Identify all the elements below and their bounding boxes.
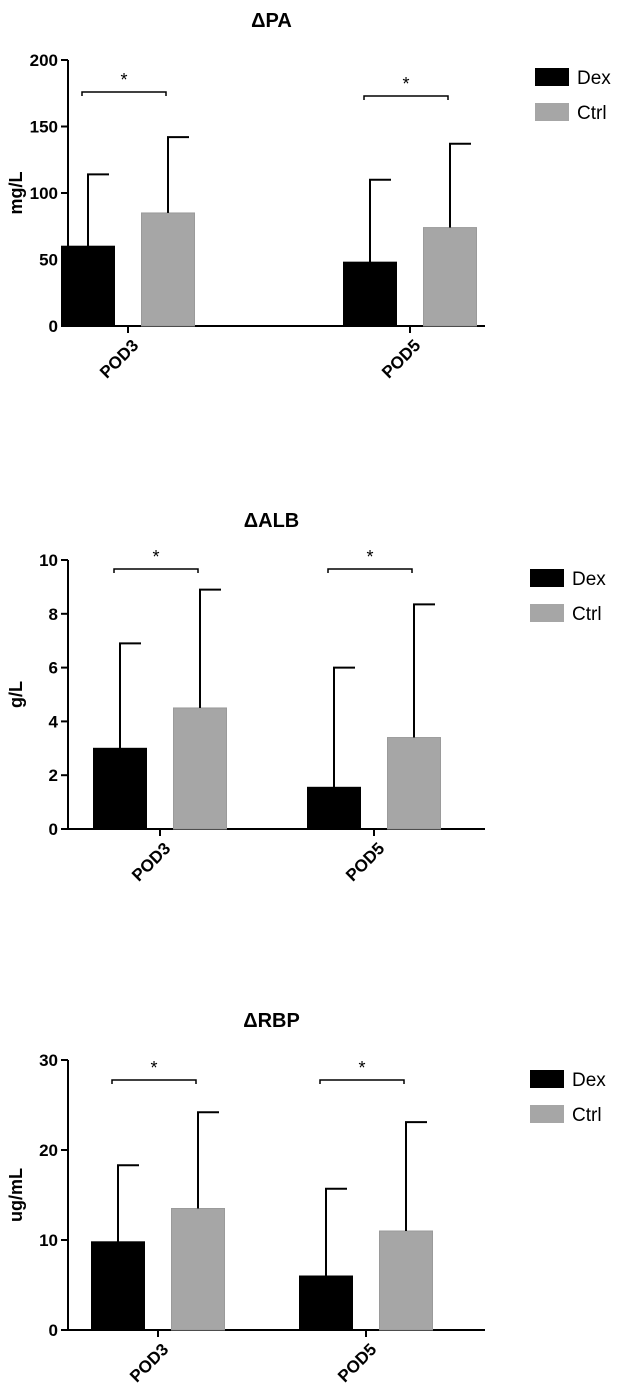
bar-dex-pod5: [299, 1275, 353, 1331]
y-tick-label: 150: [30, 118, 58, 137]
significance-bracket: [363, 95, 449, 100]
significance-mark: *: [120, 70, 127, 90]
y-axis-label: ug/mL: [6, 1168, 26, 1222]
legend-label-ctrl: Ctrl: [572, 604, 602, 625]
y-tick-label: 10: [39, 1231, 58, 1250]
legend-label-dex: Dex: [577, 68, 611, 89]
legend-label-dex: Dex: [572, 1070, 606, 1091]
y-axis-label: mg/L: [6, 171, 26, 214]
y-axis-label: g/L: [6, 681, 26, 708]
legend-swatch-ctrl: [530, 604, 564, 622]
x-tick-label: POD5: [378, 336, 424, 382]
legend-swatch-dex: [535, 68, 569, 86]
chart-panel-2: ΔRBP ug/mL 0 10 20 30 POD3 * POD5 * Dex Ctrl: [6, 1010, 606, 1386]
significance-mark: *: [358, 1058, 365, 1078]
y-tick-label: 8: [49, 605, 58, 624]
bar-dex-pod5: [343, 261, 397, 327]
bar-dex-pod3: [61, 245, 115, 327]
significance-mark: *: [366, 547, 373, 567]
x-tick-label: POD3: [96, 336, 142, 382]
legend-swatch-dex: [530, 1070, 564, 1088]
legend-label-ctrl: Ctrl: [577, 103, 607, 124]
chart-panel-1: ΔALB g/L 0 2 4 6 8 10 POD3 * POD5 * Dex Ctrl: [6, 510, 606, 885]
significance-bracket: [319, 1079, 405, 1084]
bar-ctrl-pod3: [141, 212, 195, 327]
significance-bracket: [113, 568, 199, 573]
x-tick-label: POD5: [334, 1340, 380, 1386]
legend-swatch-dex: [530, 569, 564, 587]
x-tick-label: POD3: [128, 839, 174, 885]
y-tick-label: 2: [49, 766, 58, 785]
y-tick-label: 10: [39, 551, 58, 570]
bar-ctrl-pod3: [173, 707, 227, 830]
y-tick-label: 0: [49, 317, 58, 336]
significance-bracket: [81, 91, 167, 96]
bar-ctrl-pod5: [423, 227, 477, 327]
y-tick-label: 30: [39, 1051, 58, 1070]
significance-mark: *: [150, 1058, 157, 1078]
legend-label-ctrl: Ctrl: [572, 1105, 602, 1126]
y-tick-label: 0: [49, 1321, 58, 1340]
chart-title: ΔRBP: [243, 1010, 300, 1032]
y-tick-label: 6: [49, 659, 58, 678]
bar-ctrl-pod5: [387, 737, 441, 830]
significance-bracket: [111, 1079, 197, 1084]
y-tick-label: 200: [30, 51, 58, 70]
chart-panel-0: ΔPA mg/L 0 50 100 150 200 POD3 * POD5 * Dex Ctrl: [6, 10, 611, 382]
legend-swatch-ctrl: [535, 103, 569, 121]
legend-label-dex: Dex: [572, 569, 606, 590]
y-tick-label: 20: [39, 1141, 58, 1160]
y-tick-label: 0: [49, 820, 58, 839]
bar-dex-pod3: [93, 747, 147, 830]
chart-title: ΔPA: [251, 10, 292, 32]
legend-swatch-ctrl: [530, 1105, 564, 1123]
significance-mark: *: [402, 74, 409, 94]
significance-mark: *: [152, 547, 159, 567]
y-tick-label: 100: [30, 184, 58, 203]
y-tick-label: 4: [49, 712, 59, 731]
chart-title: ΔALB: [244, 510, 299, 532]
y-tick-label: 50: [39, 251, 58, 270]
bar-ctrl-pod3: [171, 1208, 225, 1331]
x-tick-label: POD3: [126, 1340, 172, 1386]
bar-dex-pod5: [307, 786, 361, 830]
x-tick-label: POD5: [342, 839, 388, 885]
bar-ctrl-pod5: [379, 1230, 433, 1331]
bar-dex-pod3: [91, 1241, 145, 1331]
significance-bracket: [327, 568, 413, 573]
